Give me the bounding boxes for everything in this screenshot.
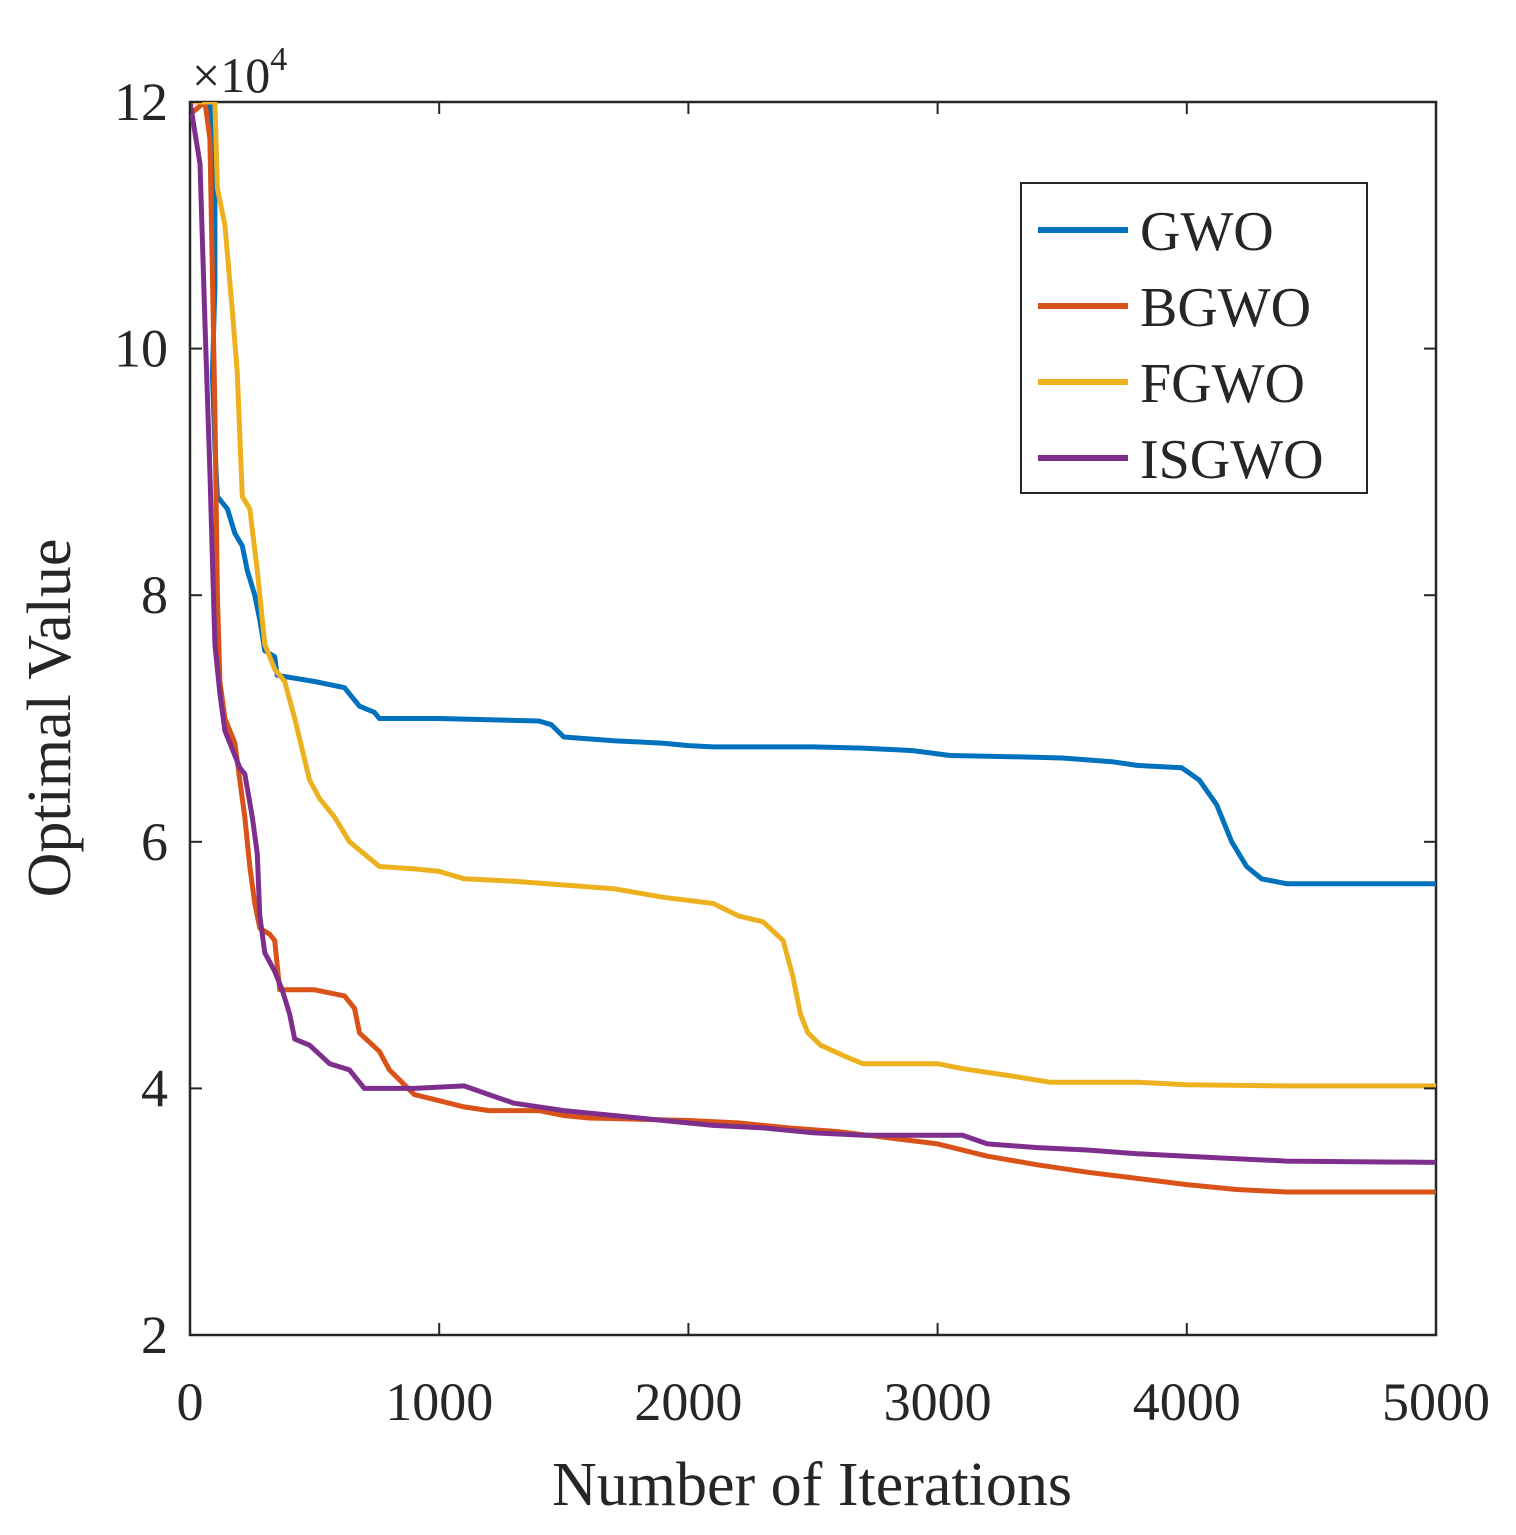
y-tick-label: 12 xyxy=(114,72,168,132)
y-axis-title: Optimal Value xyxy=(16,539,84,898)
legend-box xyxy=(1020,182,1368,494)
x-axis-title: Number of Iterations xyxy=(552,1451,1072,1519)
y-tick-label: 8 xyxy=(141,565,168,625)
series-line-isgwo xyxy=(190,102,1436,1165)
legend-label-gwo: GWO xyxy=(1140,201,1274,263)
y-tick-label: 6 xyxy=(141,812,168,872)
x-tick-label: 4000 xyxy=(1133,1372,1241,1432)
legend-entries: GWO BGWO FGWO ISGWO xyxy=(1038,201,1324,491)
tick-layer: 0 1000 2000 3000 4000 5000 2 4 6 8 10 12 xyxy=(114,72,1490,1432)
y-tick-label: 4 xyxy=(141,1058,168,1118)
legend-label-bgwo: BGWO xyxy=(1140,277,1311,339)
x-tick-label: 1000 xyxy=(385,1372,493,1432)
legend-label-fgwo: FGWO xyxy=(1140,353,1305,415)
series-layer xyxy=(190,102,1436,1195)
y-exponent-power: 4 xyxy=(270,41,287,78)
legend: GWO BGWO FGWO ISGWO xyxy=(1020,182,1368,494)
x-tick-label: 0 xyxy=(177,1372,204,1432)
series-line-fgwo xyxy=(190,102,1436,1089)
x-tick-label: 5000 xyxy=(1382,1372,1490,1432)
series-line-gwo xyxy=(190,102,1436,887)
legend-label-isgwo: ISGWO xyxy=(1140,429,1324,491)
x-tick-label: 2000 xyxy=(634,1372,742,1432)
y-exponent-label: ×104 xyxy=(192,41,287,103)
x-tick-label: 3000 xyxy=(884,1372,992,1432)
y-tick-label: 2 xyxy=(141,1305,168,1365)
y-tick-label: 10 xyxy=(114,319,168,379)
